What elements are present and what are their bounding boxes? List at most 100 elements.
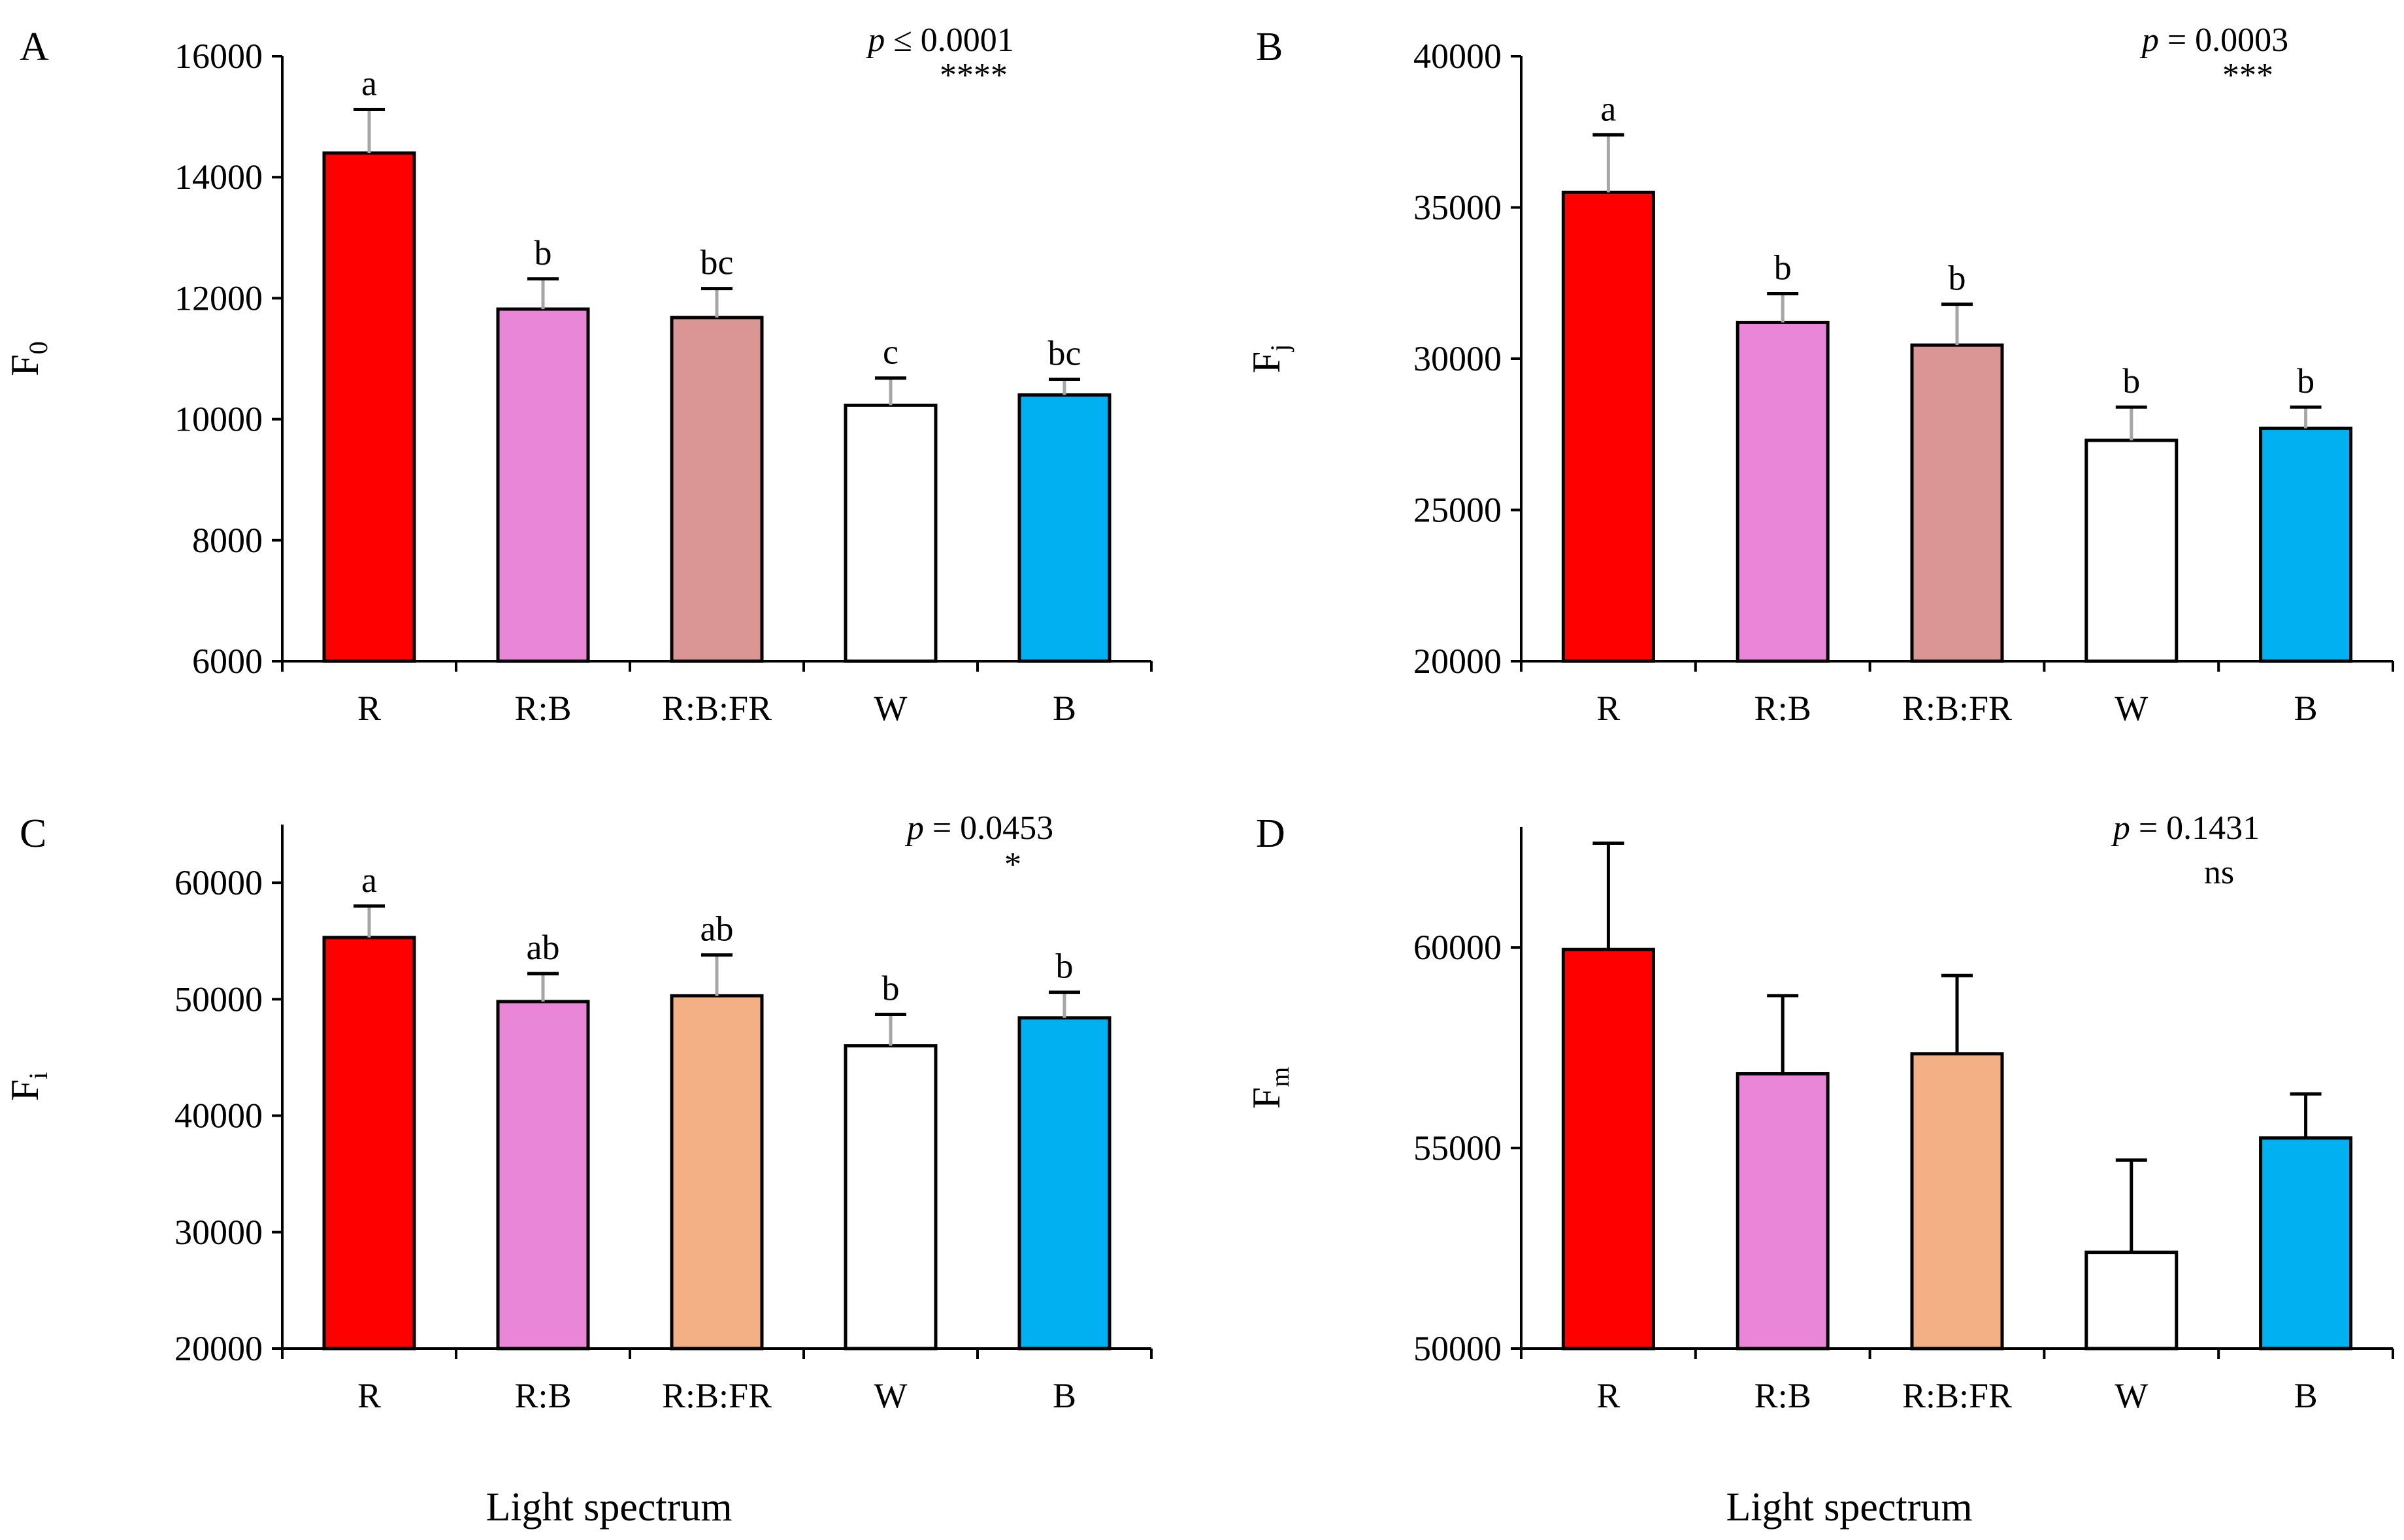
p-value-label: p ≤ 0.0001 [865,22,1014,59]
significance-letter: ab [700,909,734,949]
panel-letter: D [1256,811,1285,856]
x-tick-label: W [874,1376,908,1415]
x-tick-label: W [2115,1376,2148,1415]
panel-c: C Fi a Rab R:B ab R:B:FR b Wb B 20000 30000 40000 500… [3,810,1153,1415]
x-tick-label: R:B [1754,689,1811,728]
y-axis-label: Fm [1245,1067,1294,1109]
p-value-text: ≤ 0.0001 [885,22,1014,59]
x-tick-label: B [1053,1376,1076,1415]
y-tick-label: 10000 [174,400,263,439]
significance-letter: b [2297,361,2314,401]
bar-r-b-fr [1910,343,2004,663]
x-tick-label: W [874,689,908,728]
y-tick-label: 40000 [1413,37,1502,76]
significance-letter: b [1949,259,1966,298]
bar-r-b-fr [670,994,764,1351]
p-value-text: = 0.1431 [2130,810,2260,847]
bar-w [2084,1251,2179,1351]
x-tick-label: R:B:FR [662,1376,772,1415]
x-tick-label: R:B:FR [662,689,772,728]
y-tick-label: 60000 [174,863,263,902]
y-tick-label: 16000 [174,37,263,76]
bar-b [2259,426,2353,663]
panel-letter: B [1256,25,1283,69]
significance-stars: ns [2204,854,2234,891]
x-axis-title-right: Light spectrum [1726,1485,1972,1530]
bar-r [322,936,416,1351]
x-tick-label: R:B:FR [1902,689,2012,728]
y-tick-label: 60000 [1413,928,1502,967]
bar-b [1017,1016,1111,1351]
p-value-text: = 0.0453 [924,810,1053,847]
panel-b: B Fj a Rb R:B b R:B:FR b Wb B 20000 25000 30000 35000… [1245,22,2394,728]
x-tick-label: W [2115,689,2148,728]
p-value-label: p = 0.1431 [2111,810,2260,847]
panel-a: A F0 a Rb R:B bc R:B:FR c Wbc B 6000 8000 10000 12000… [3,22,1153,728]
y-axis-label: Fi [3,1072,53,1102]
y-axis-label-subscript: m [1265,1067,1294,1087]
significance-letter: b [1774,248,1792,287]
y-tick-label: 50000 [1413,1329,1502,1368]
bar-b [2259,1136,2353,1351]
x-tick-label: B [2294,1376,2318,1415]
bar-b [1017,393,1111,663]
y-tick-label: 35000 [1413,188,1502,227]
y-axis-label: F0 [3,341,53,376]
y-tick-label: 30000 [1413,339,1502,378]
x-tick-label: R:B:FR [1902,1376,2012,1415]
y-axis-label-main: F [1245,1087,1288,1109]
y-axis-label-main: F [1245,352,1288,373]
x-tick-label: R [1596,689,1620,728]
bar-r-b [1736,320,1830,663]
panel-d: D Fm R R:B R:B:FR W B 50000 55000 60000 p = 0.1431… [1245,810,2394,1415]
y-axis-label-main: F [3,354,46,376]
p-value-text: = 0.0003 [2159,22,2288,59]
bar-w [844,403,938,663]
x-tick-label: B [1053,689,1076,728]
y-tick-label: 50000 [174,979,263,1019]
bar-r-b [1736,1072,1830,1351]
bar-w [844,1044,938,1351]
y-axis-label-subscript: 0 [24,341,53,354]
x-tick-label: R [357,1376,381,1415]
x-axis-title-left: Light spectrum [486,1485,732,1530]
p-value-symbol: p [2139,22,2159,59]
p-value-symbol: p [865,22,885,59]
y-tick-label: 12000 [174,278,263,318]
bar-r-b-fr [670,316,764,663]
bar-w [2084,438,2179,663]
significance-stars: *** [2222,57,2273,94]
significance-stars: * [1004,846,1021,883]
y-axis-label-main: F [3,1079,46,1101]
x-tick-label: R [1596,1376,1620,1415]
significance-stars: **** [940,57,1008,94]
x-tick-label: R:B [1754,1376,1811,1415]
y-tick-label: 6000 [192,642,263,681]
y-tick-label: 8000 [192,521,263,560]
y-tick-label: 55000 [1413,1128,1502,1168]
significance-letter: bc [1048,333,1081,372]
x-tick-label: R:B [514,1376,571,1415]
y-tick-label: 30000 [174,1213,263,1252]
y-tick-label: 20000 [1413,642,1502,681]
significance-letter: b [882,969,900,1008]
x-tick-label: B [2294,689,2318,728]
y-axis-label-subscript: i [24,1072,53,1079]
bar-r-b-fr [1910,1052,2004,1351]
significance-letter: a [361,63,377,103]
significance-letter: bc [700,243,734,282]
p-value-label: p = 0.0453 [904,810,1053,847]
bar-r-b [496,307,590,663]
panel-letter: C [20,811,46,856]
significance-letter: a [361,860,377,900]
significance-letter: b [535,233,552,272]
x-tick-label: R [357,689,381,728]
p-value-symbol: p [2111,810,2130,847]
y-tick-label: 14000 [174,157,263,197]
p-value-symbol: p [904,810,924,847]
y-tick-label: 25000 [1413,491,1502,530]
y-axis-label-subscript: j [1265,344,1294,353]
significance-letter: a [1600,89,1616,128]
y-tick-label: 20000 [174,1329,263,1368]
